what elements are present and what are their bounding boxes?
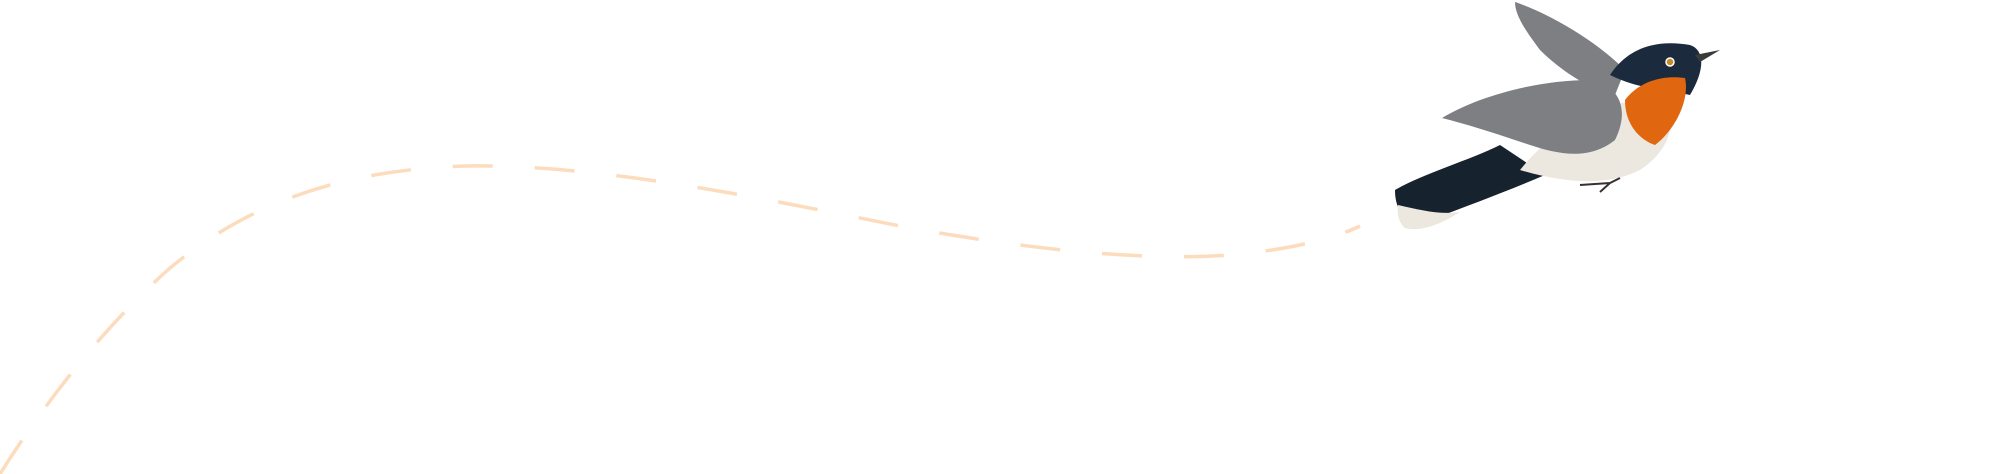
bird-upper-wing xyxy=(1515,2,1625,95)
bird-throat xyxy=(1625,77,1686,145)
bird-eye xyxy=(1665,57,1675,67)
bird-tail-tips xyxy=(1397,205,1460,230)
bird-leg xyxy=(1579,177,1621,193)
bird-illustration xyxy=(1395,2,1720,230)
dashed-flight-path xyxy=(0,164,1361,474)
bird-tail xyxy=(1395,145,1545,222)
bird-lower-wing xyxy=(1442,80,1622,154)
bird-beak xyxy=(1695,50,1720,62)
